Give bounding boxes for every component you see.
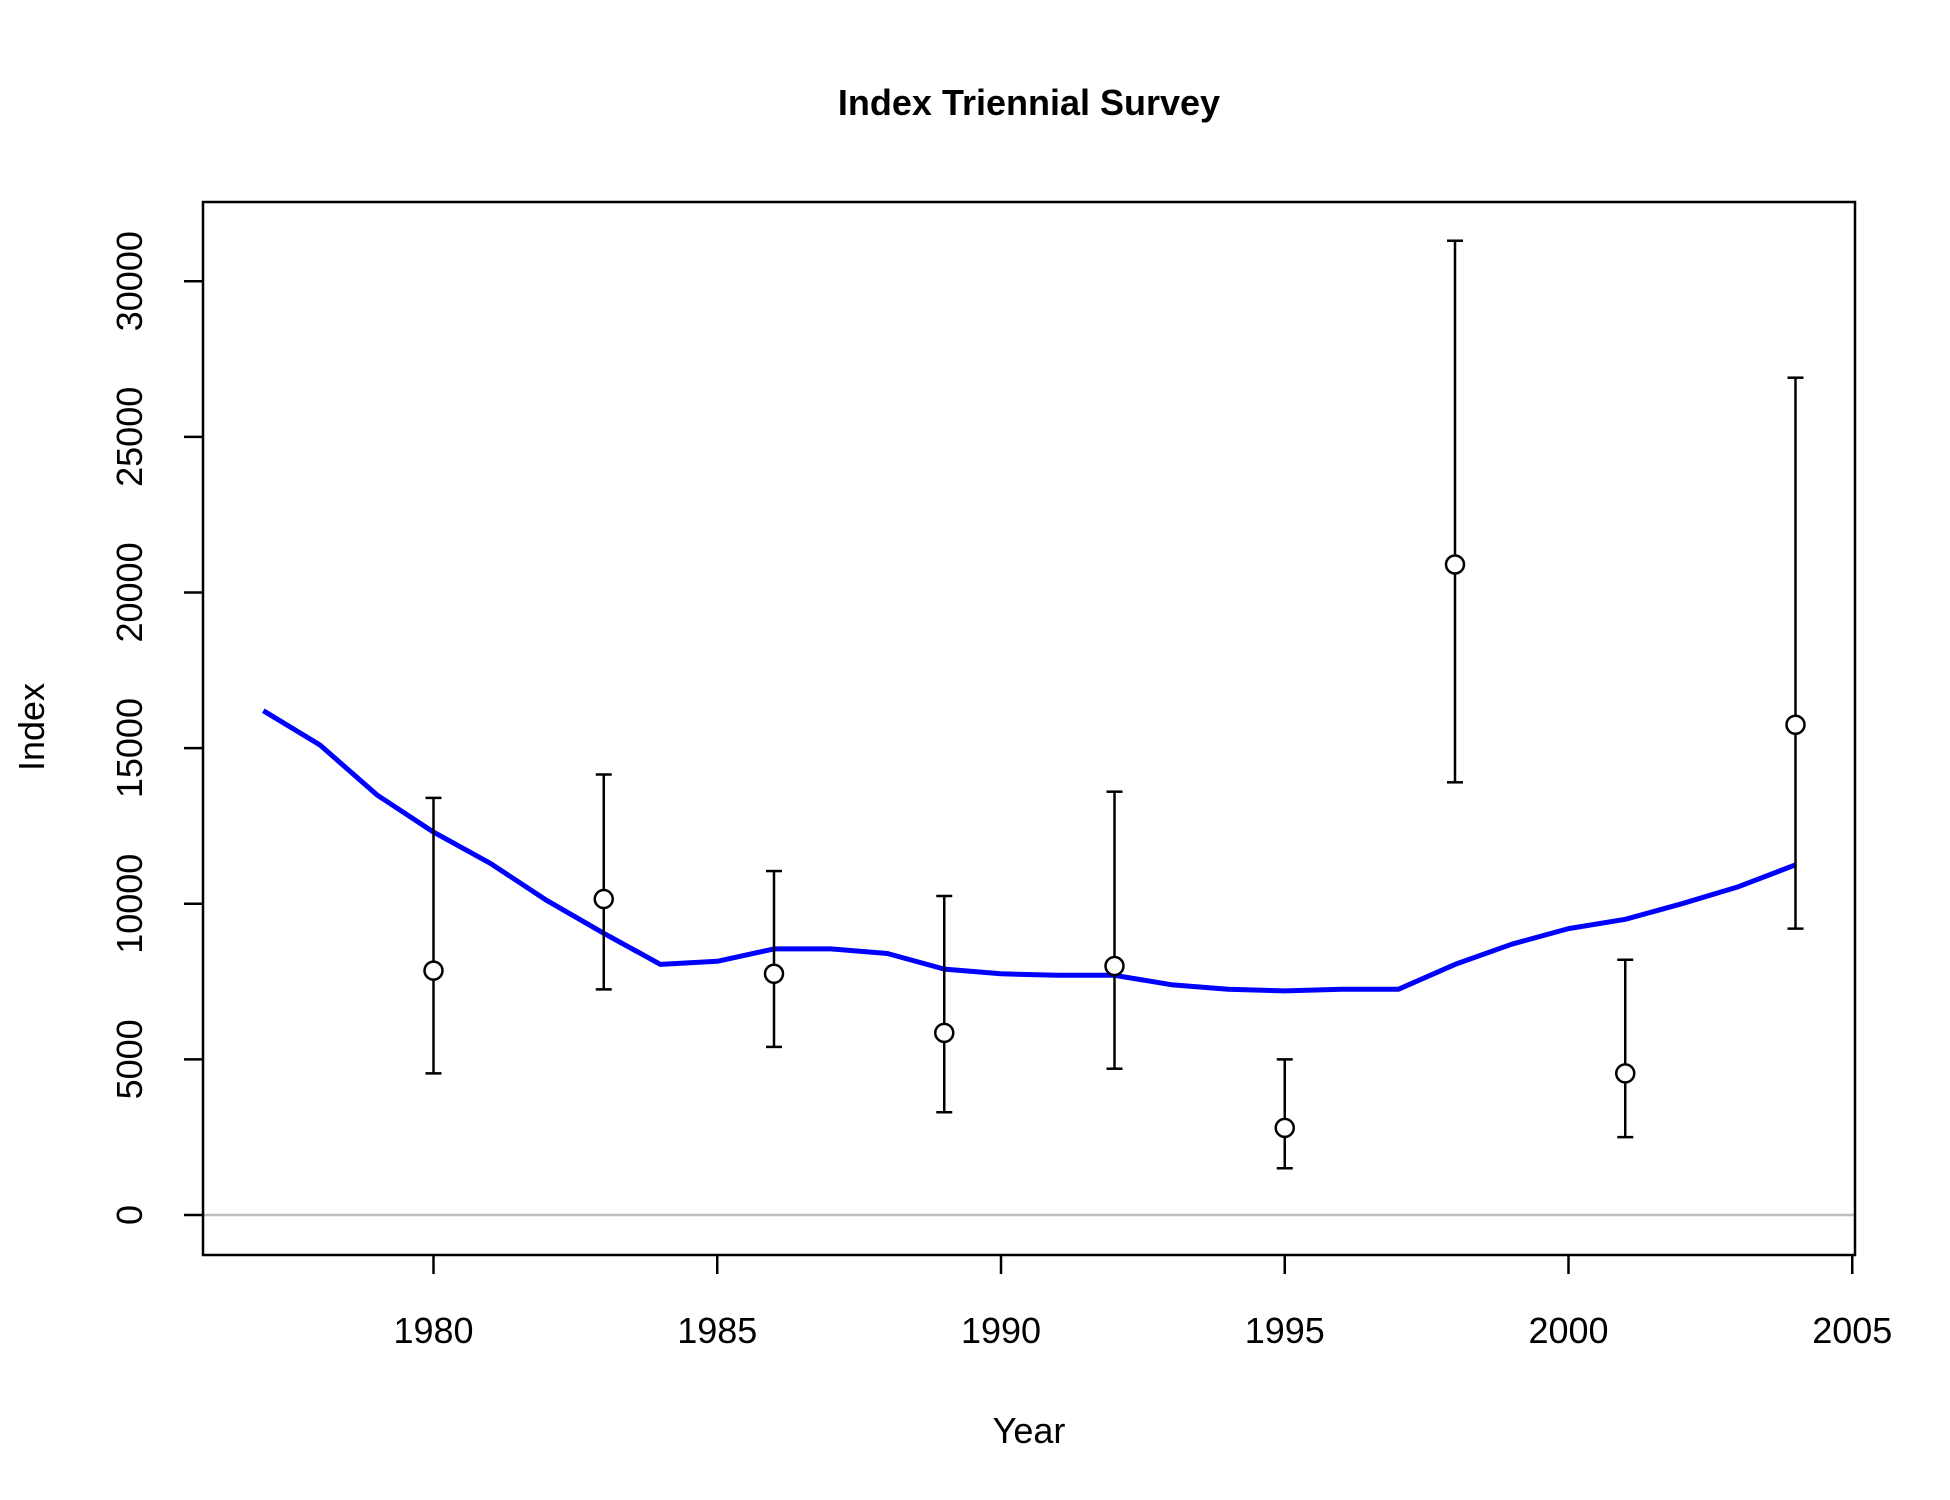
y-tick-label-5000: 5000 <box>109 1019 150 1099</box>
y-tick-label-20000: 20000 <box>109 542 150 642</box>
y-tick-label-25000: 25000 <box>109 387 150 487</box>
y-tick-label-15000: 15000 <box>109 698 150 798</box>
y-tick-label-10000: 10000 <box>109 854 150 954</box>
observed-point-1980 <box>423 960 444 981</box>
observed-point-2001 <box>1615 1063 1636 1084</box>
observed-point-1995 <box>1274 1117 1295 1139</box>
x-tick-label-1980: 1980 <box>393 1310 473 1351</box>
x-tick-label-1995: 1995 <box>1245 1310 1325 1351</box>
y-tick-label-0: 0 <box>109 1205 150 1225</box>
plot-area: 1980 1985 1990 1995 2000 2005 0 5000 10000 15000 2… <box>109 200 1892 1351</box>
chart-title: Index Triennial Survey <box>838 82 1220 123</box>
observed-point-1989 <box>934 1022 955 1044</box>
plot-frame <box>201 200 1857 1257</box>
x-tick-label-1985: 1985 <box>677 1310 757 1351</box>
expected-index-line <box>262 708 1797 994</box>
observed-point-2004 <box>1785 714 1806 735</box>
observed-point-1986 <box>763 963 785 985</box>
observed-point-1998 <box>1444 554 1466 575</box>
observed-point-1992 <box>1104 955 1125 977</box>
x-tick-label-2005: 2005 <box>1812 1310 1892 1351</box>
x-tick-label-2000: 2000 <box>1528 1310 1608 1351</box>
x-tick-label-1990: 1990 <box>961 1310 1041 1351</box>
y-tick-label-30000: 30000 <box>109 231 150 331</box>
x-axis-label: Year <box>993 1410 1066 1451</box>
observed-point-1983 <box>593 888 614 910</box>
y-axis-label: Index <box>11 683 52 771</box>
